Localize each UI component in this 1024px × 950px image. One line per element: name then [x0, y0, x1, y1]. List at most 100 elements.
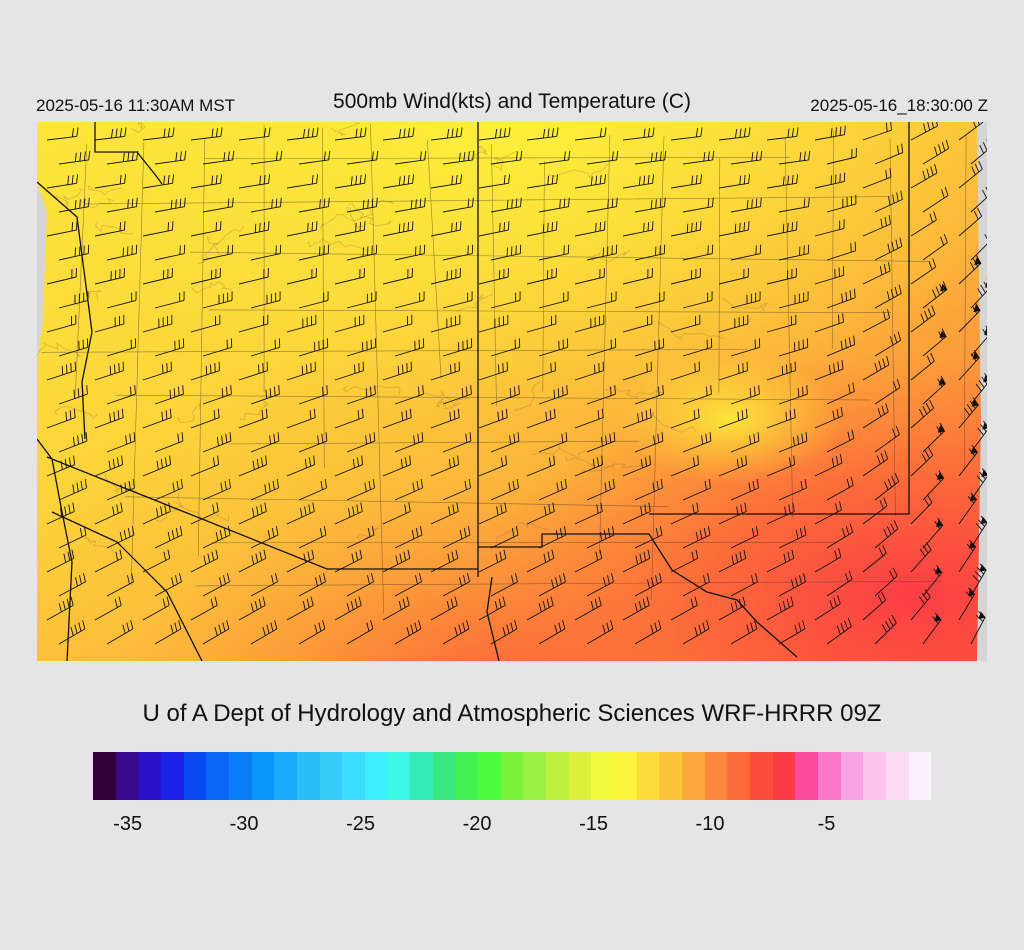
wind-barb — [814, 454, 843, 477]
wind-barb — [490, 385, 520, 405]
wind-barb — [874, 143, 904, 165]
wind-barb — [442, 244, 474, 261]
wind-barb — [394, 244, 426, 261]
wind-barb — [622, 221, 654, 237]
wind-barb — [94, 549, 123, 573]
wind-barb — [634, 526, 663, 549]
wind-barb — [394, 432, 424, 453]
wind-barb — [478, 174, 511, 189]
wind-barb — [682, 385, 712, 405]
wind-barb — [634, 338, 665, 357]
wind-barb — [778, 432, 808, 453]
wind-barb — [430, 221, 462, 237]
wind-barb — [394, 291, 425, 309]
colorbar-swatch — [251, 752, 275, 800]
wind-barb — [298, 573, 326, 597]
wind-barb — [622, 267, 653, 285]
wind-flag — [940, 283, 948, 292]
wind-barb — [826, 523, 854, 549]
wind-barb — [718, 314, 749, 333]
wind-barb — [46, 221, 78, 237]
wind-barb — [142, 549, 171, 573]
wind-barb — [490, 244, 522, 261]
wind-barb — [286, 596, 314, 621]
wind-barb — [874, 614, 897, 645]
wind-barb — [478, 549, 507, 573]
wind-barb — [910, 589, 931, 621]
wind-barb — [490, 526, 519, 549]
wind-barb — [382, 502, 411, 525]
wind-barb — [394, 573, 422, 597]
wind-barb — [718, 174, 751, 189]
wind-barb — [250, 479, 279, 501]
wind-barb — [778, 291, 809, 309]
wind-barb — [586, 338, 617, 357]
colorbar-swatch — [908, 752, 932, 800]
wind-barb — [58, 244, 90, 261]
wind-barb — [202, 432, 232, 453]
wind-barb — [250, 620, 278, 645]
wind-barb — [394, 526, 423, 549]
wind-barb — [190, 221, 222, 237]
wind-barb — [286, 127, 319, 141]
wind-barb — [238, 314, 269, 333]
wind-barb — [958, 208, 983, 237]
wind-barb — [58, 197, 90, 213]
wind-barb — [58, 385, 88, 405]
wind-barb — [730, 197, 762, 213]
wind-barb — [826, 147, 857, 165]
colorbar-swatch — [772, 752, 796, 800]
wind-barb — [574, 361, 604, 381]
wind-barb — [346, 620, 374, 645]
wind-barb — [298, 291, 329, 309]
wind-barb — [778, 197, 810, 213]
wind-flag — [937, 425, 946, 433]
wind-barb — [298, 150, 331, 165]
wind-barb — [442, 291, 473, 309]
wind-flag — [980, 516, 987, 525]
wind-barb — [154, 620, 182, 645]
wind-barb — [574, 127, 607, 141]
wind-barb — [346, 338, 377, 357]
wind-barb — [874, 425, 900, 453]
wind-barb — [394, 338, 425, 357]
wind-barb — [334, 408, 364, 429]
wind-barb — [334, 549, 363, 573]
wind-barb — [202, 150, 235, 165]
wind-barb — [958, 160, 983, 189]
wind-barb — [190, 174, 223, 189]
wind-barb — [190, 502, 219, 525]
wind-barb — [538, 526, 567, 549]
colorbar-swatch — [319, 752, 343, 800]
wind-barb — [622, 127, 655, 141]
colorbar-swatch — [795, 752, 818, 800]
wind-barb — [286, 314, 317, 333]
wind-barb — [670, 455, 700, 477]
wind-barb — [94, 127, 127, 141]
wind-barb — [766, 314, 797, 333]
wind-barb — [250, 197, 282, 213]
wind-barb — [526, 267, 557, 285]
wind-barb — [862, 168, 892, 189]
wind-barb — [862, 544, 887, 573]
wind-barb — [682, 620, 710, 645]
wind-barb — [526, 174, 559, 189]
wind-barb — [382, 455, 412, 477]
wind-barb — [874, 237, 903, 261]
wind-barb — [682, 197, 714, 213]
wind-barb — [766, 221, 798, 237]
wind-barb — [106, 338, 137, 357]
wind-barb — [202, 385, 232, 405]
wind-barb — [478, 502, 507, 525]
wind-barb — [154, 432, 184, 453]
wind-barb — [778, 338, 809, 357]
wind-barb — [778, 150, 811, 165]
wind-barb — [250, 150, 283, 165]
wind-barb — [94, 267, 125, 285]
colorbar-swatch — [93, 752, 116, 800]
wind-barb — [778, 479, 807, 501]
colorbar-swatch — [818, 752, 841, 800]
wind-barb — [730, 150, 763, 165]
wind-barb — [826, 194, 857, 213]
wind-barb — [574, 174, 607, 189]
